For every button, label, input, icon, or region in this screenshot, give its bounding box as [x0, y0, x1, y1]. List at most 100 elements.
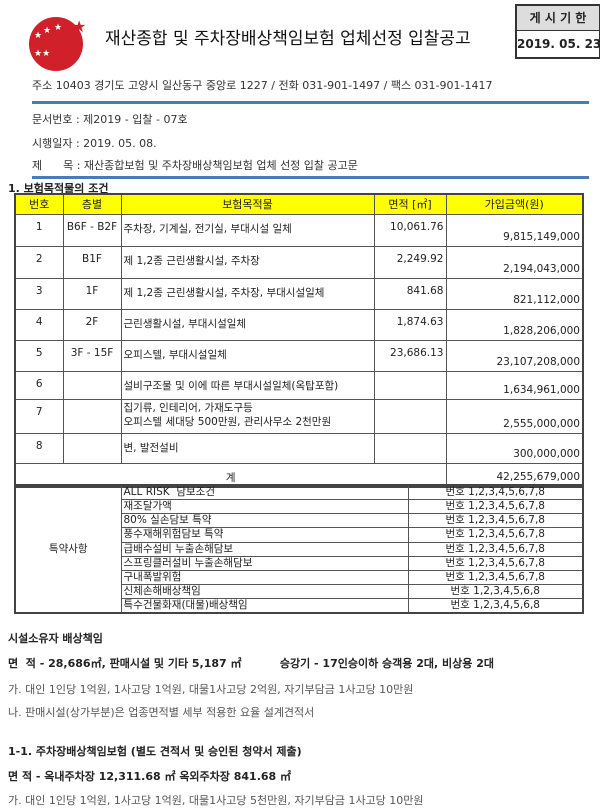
cell-floor	[62, 370, 122, 400]
cell-floor	[62, 398, 122, 434]
cell-no: 3	[14, 277, 64, 310]
cell-amount: 300,000,000	[445, 432, 584, 464]
special-term-item: 스프링클러설비 누출손해담보	[120, 555, 409, 571]
cell-floor	[62, 432, 122, 464]
cell-item: 설비구조물 및 이에 따른 부대시설일체(옥탑포함)	[120, 370, 375, 400]
col-header: 가입금액(원)	[445, 193, 584, 215]
cell-amount: 1,634,961,000	[445, 370, 584, 400]
table-row: 6 설비구조물 및 이에 따른 부대시설일체(옥탑포함) 1,634,961,000	[14, 370, 584, 400]
posting-period-box: 게 시 기 한 2019. 05. 23	[515, 4, 600, 59]
cell-amount: 821,112,000	[445, 277, 584, 310]
cell-no: 1	[14, 213, 64, 247]
col-header: 번호	[14, 193, 64, 215]
special-term-numbers: 번호 1,2,3,4,5,6,8	[407, 598, 584, 614]
cell-area: 841.68	[373, 277, 447, 310]
special-terms-table: 특약사항 ALL RISK 담보조건 번호 1,2,3,4,5,6,7,8 재조달가액…	[14, 484, 584, 615]
total-amount: 42,255,679,000	[445, 462, 584, 488]
special-term-item: 신체손해배상책임	[120, 584, 409, 600]
item-line: 오피스텔 세대당 500만원, 관리사무소 2천만원	[123, 415, 332, 428]
cell-no: 7	[14, 398, 64, 434]
cell-amount: 1,828,206,000	[445, 308, 584, 341]
logo: ★ ★ ★★★ ★	[29, 17, 86, 71]
liability-item-b: 나. 판매시설(상가부분)은 업종면적별 세부 적용한 요율 설계견적서	[8, 706, 315, 719]
special-term-numbers: 번호 1,2,3,4,5,6,7,8	[407, 527, 584, 543]
table-row: 8 변, 발전설비 300,000,000	[14, 432, 584, 464]
special-terms-label: 특약사항	[14, 484, 122, 614]
cell-item: 주차장, 기계실, 전기실, 부대시설 일체	[120, 213, 375, 247]
svg-text:★: ★	[43, 26, 51, 36]
cell-area: 1,874.63	[373, 308, 447, 341]
special-term-row: 신체손해배상책임 번호 1,2,3,4,5,6,8	[15, 584, 584, 600]
special-term-item: 풍수재해위험담보 특약	[120, 527, 409, 543]
cell-amount: 9,815,149,000	[445, 213, 584, 247]
special-term-item: 특수건물화재(대물)배상책임	[120, 598, 409, 614]
period-date: 2019. 05. 23	[517, 37, 600, 51]
parking-item-a: 가. 대인 1인당 1억원, 1사고당 1억원, 대물1사고당 5천만원, 자기…	[8, 794, 424, 807]
liability-title: 시설소유자 배상책임	[8, 632, 103, 645]
divider	[32, 176, 589, 179]
cell-item: 집기류, 인테리어, 가재도구등 오피스텔 세대당 500만원, 관리사무소 2천…	[120, 398, 375, 434]
item-line: 집기류, 인테리어, 가재도구등	[123, 401, 253, 414]
special-term-row: 재조달가액 번호 1,2,3,4,5,6,7,8	[15, 498, 584, 515]
special-term-row: 특수건물화재(대물)배상책임 번호 1,2,3,4,5,6,8	[15, 598, 584, 614]
table-row: 1 B6F - B2F 주차장, 기계실, 전기실, 부대시설 일체 10,061.7…	[14, 213, 584, 247]
special-term-numbers: 번호 1,2,3,4,5,6,7,8	[407, 555, 584, 571]
special-term-numbers: 번호 1,2,3,4,5,6,7,8	[407, 569, 584, 586]
col-header: 보험목적물	[120, 193, 375, 215]
cell-item: 변, 발전설비	[120, 432, 375, 464]
col-header: 면적 [㎡]	[373, 193, 447, 215]
doc-number: 문서번호 : 제2019 - 입찰 - 07호	[32, 113, 188, 126]
special-term-item: 80% 실손담보 특약	[120, 513, 409, 529]
cell-area: 23,686.13	[373, 339, 447, 372]
special-term-item: 구내폭발위험	[120, 569, 409, 586]
parking-title: 1-1. 주차장배상책임보험 (별도 견적서 및 승인된 청약서 제출)	[8, 745, 302, 758]
cell-area	[373, 432, 447, 464]
period-label: 게 시 기 한	[517, 6, 599, 31]
cell-floor: B6F - B2F	[62, 213, 122, 247]
special-term-numbers: 번호 1,2,3,4,5,6,7,8	[407, 484, 584, 500]
liability-item-a: 가. 대인 1인당 1억원, 1사고당 1억원, 대물1사고당 2억원, 자기부…	[8, 683, 414, 696]
cell-no: 6	[14, 370, 64, 400]
divider	[32, 101, 589, 104]
cell-floor: 2F	[62, 308, 122, 341]
special-term-row: 풍수재해위험담보 특약 번호 1,2,3,4,5,6,7,8	[15, 527, 584, 543]
cell-floor: B1F	[62, 245, 122, 279]
table-row: 2 B1F 제 1,2종 근린생활시설, 주차장 2,249.92 2,194,043,…	[14, 245, 584, 279]
cell-area: 2,249.92	[373, 245, 447, 279]
cell-item: 제 1,2종 근린생활시설, 주차장, 부대시설일체	[120, 277, 375, 310]
col-header: 층별	[62, 193, 122, 215]
cell-floor: 3F - 15F	[62, 339, 122, 372]
cell-floor: 1F	[62, 277, 122, 310]
special-term-item: 재조달가액	[120, 498, 409, 515]
special-term-numbers: 번호 1,2,3,4,5,6,7,8	[407, 513, 584, 529]
svg-text:★★: ★★	[34, 49, 50, 59]
liability-area: 면 적 - 28,686㎡, 판매시설 및 기타 5,187 ㎡ 승강기 - 1…	[8, 657, 494, 670]
cell-area: 10,061.76	[373, 213, 447, 247]
table-row: 7 집기류, 인테리어, 가재도구등 오피스텔 세대당 500만원, 관리사무소 2…	[14, 398, 584, 434]
special-term-item: 급배수설비 누출손해담보	[120, 541, 409, 557]
special-term-numbers: 번호 1,2,3,4,5,6,7,8	[407, 541, 584, 557]
special-term-numbers: 번호 1,2,3,4,5,6,8	[407, 584, 584, 600]
address: 주소 10403 경기도 고양시 일산동구 중앙로 1227 / 전화 031-…	[32, 79, 493, 92]
cell-item: 제 1,2종 근린생활시설, 주차장	[120, 245, 375, 279]
cell-no: 4	[14, 308, 64, 341]
parking-area: 면 적 - 옥내주차장 12,311.68 ㎡ 옥외주차장 841.68 ㎡	[8, 770, 292, 783]
cell-amount: 2,555,000,000	[445, 398, 584, 434]
table-row: 3 1F 제 1,2종 근린생활시설, 주차장, 부대시설일체 841.68 821,1…	[14, 277, 584, 310]
svg-text:★: ★	[54, 23, 62, 33]
cell-amount: 23,107,208,000	[445, 339, 584, 372]
cell-item: 근린생활시설, 부대시설일체	[120, 308, 375, 341]
special-term-row: 스프링클러설비 누출손해담보 번호 1,2,3,4,5,6,7,8	[15, 555, 584, 571]
cell-area	[373, 398, 447, 434]
cell-no: 5	[14, 339, 64, 372]
subject: 제 목 : 재산종합보험 및 주차장배상책임보험 업체 선정 입찰 공고문	[32, 159, 358, 172]
issue-date: 시행일자 : 2019. 05. 08.	[32, 137, 157, 150]
cell-no: 8	[14, 432, 64, 464]
table-row: 5 3F - 15F 오피스텔, 부대시설일체 23,686.13 23,107,208…	[14, 339, 584, 372]
section-heading: 1. 보험목적물의 조건	[8, 182, 109, 195]
special-term-row: 특약사항 ALL RISK 담보조건 번호 1,2,3,4,5,6,7,8	[14, 484, 584, 614]
cell-no: 2	[14, 245, 64, 279]
cell-item: 오피스텔, 부대시설일체	[120, 339, 375, 372]
total-row: 계 42,255,679,000	[14, 462, 584, 488]
cell-amount: 2,194,043,000	[445, 245, 584, 279]
